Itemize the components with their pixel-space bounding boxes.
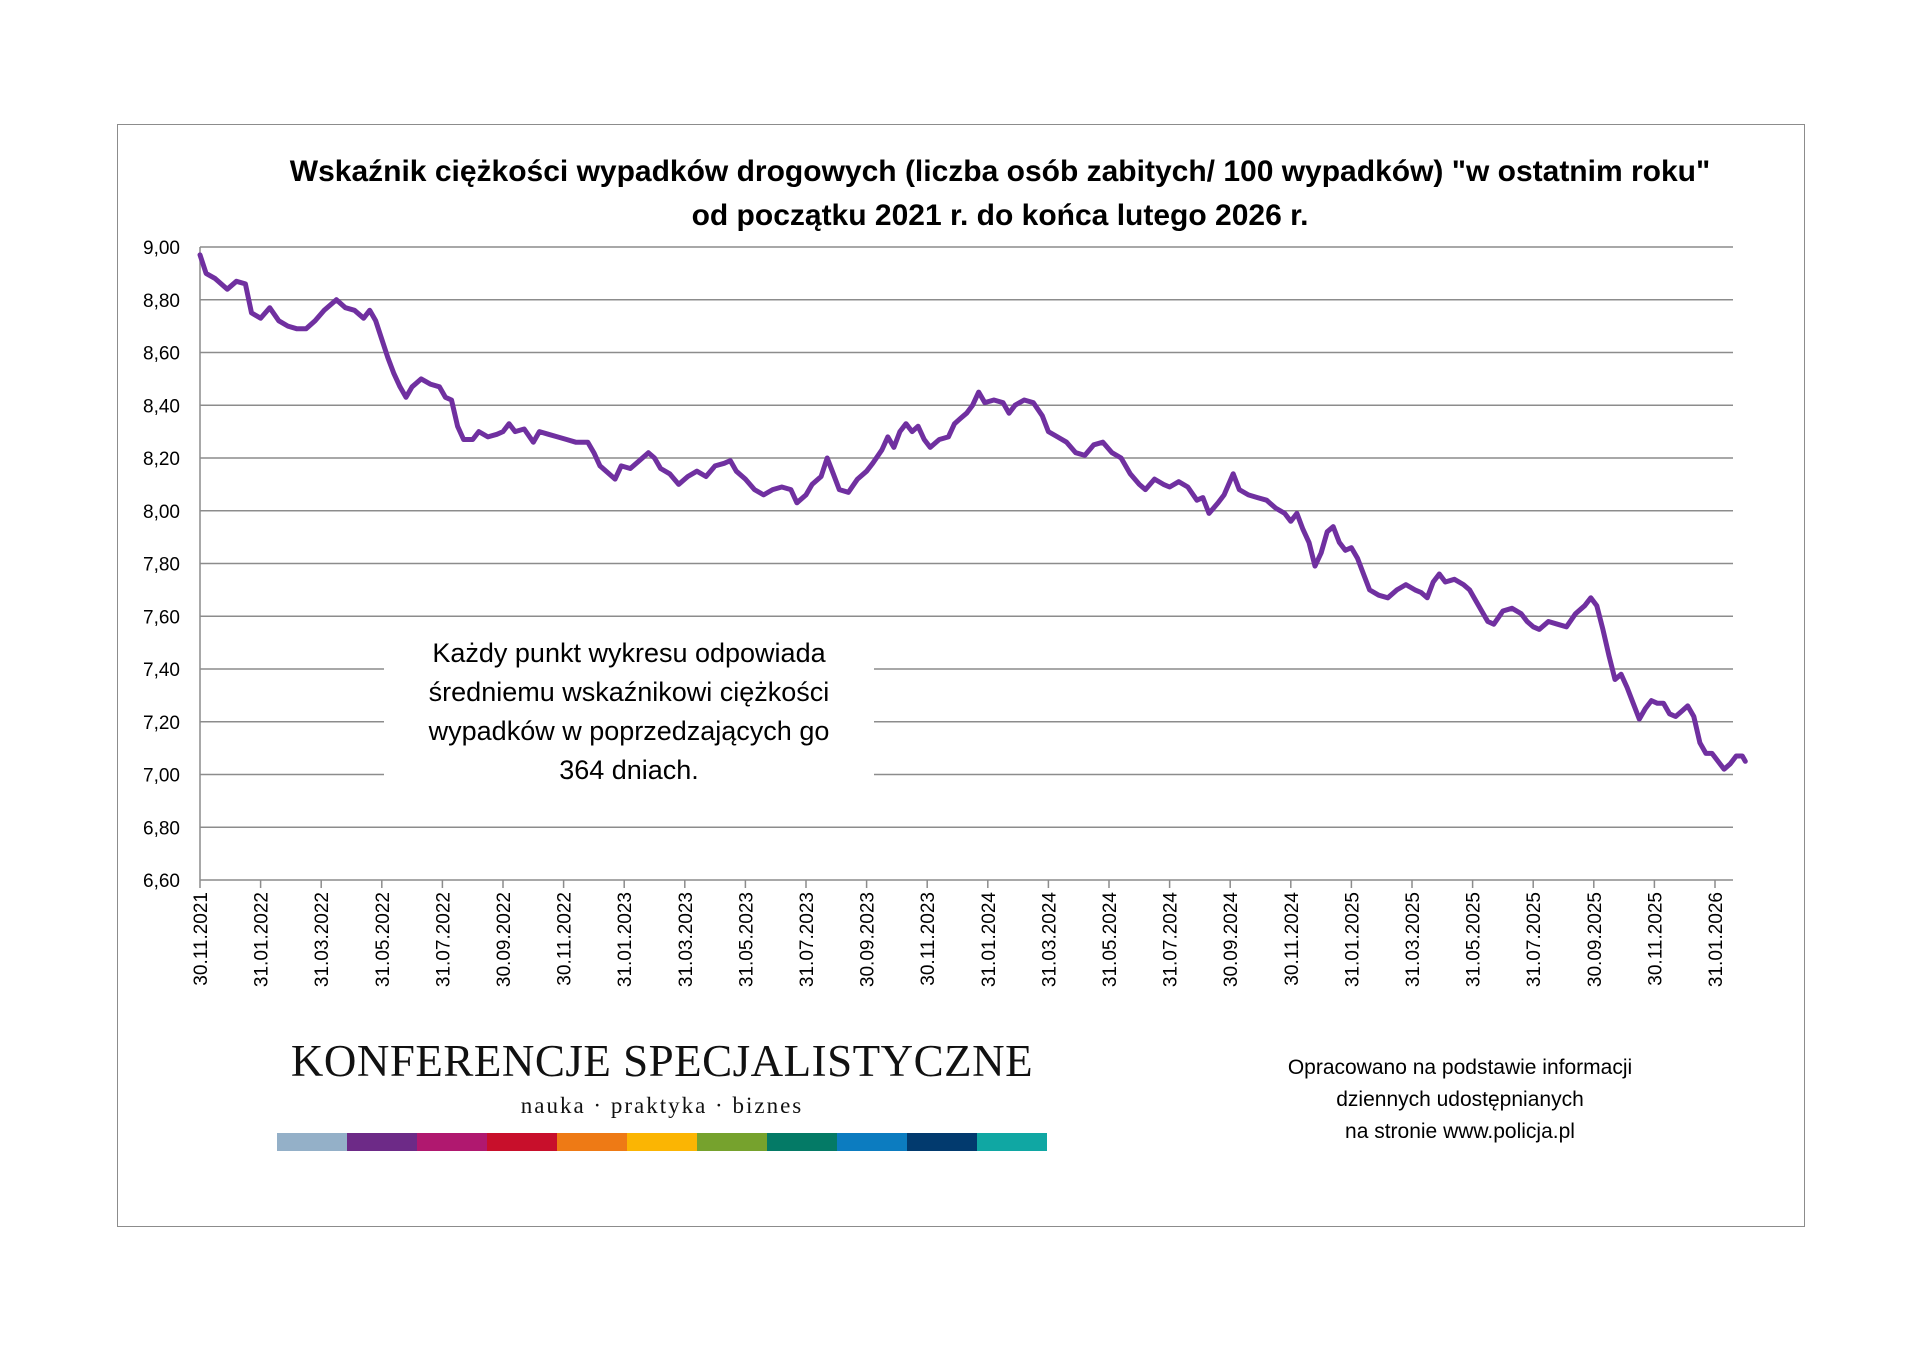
x-tick-label: 30.11.2023 [918, 892, 939, 986]
x-tick-label: 30.11.2021 [191, 892, 212, 986]
logo-stripe-segment [697, 1133, 767, 1151]
logo-stripe-segment [557, 1133, 627, 1151]
x-tick-label: 31.01.2022 [252, 892, 273, 987]
x-axis-tick-labels: 30.11.2021 31.01.2022 31.03.2022 31.05.2022… [191, 892, 1727, 988]
source-note-line-1: Opracowano na podstawie informacji [1287, 1056, 1633, 1079]
annotation-line-4: 364 dniach. [559, 755, 699, 785]
y-tick-label: 8,20 [143, 449, 180, 470]
x-tick-label: 31.01.2023 [615, 892, 636, 987]
chart-title-line-2: od początku 2021 r. do końca lutego 2026… [691, 199, 1309, 232]
series-layer [197, 252, 1748, 772]
annotation-line-3: wypadków w poprzedzających go [428, 716, 830, 746]
chart-frame [117, 124, 1805, 1227]
y-tick-label: 7,60 [143, 607, 180, 628]
chart-title: Wskaźnik ciężkości wypadków drogowych (l… [180, 150, 1820, 238]
logo: KONFERENCJE SPECJALISTYCZNE nauka · prak… [277, 1035, 1047, 1151]
logo-title: KONFERENCJE SPECJALISTYCZNE [290, 1036, 1034, 1086]
y-tick-label: 6,80 [143, 818, 180, 839]
x-tick-label: 31.01.2025 [1342, 892, 1363, 987]
gridlines [200, 246, 1733, 828]
x-tick-label: 30.11.2022 [555, 892, 576, 986]
y-axis-tick-labels: 9,00 8,80 8,60 8,40 8,20 8,00 7,80 7,60 7,40 7,20… [143, 238, 180, 892]
source-note-line-2: dziennych udostępnianych [1336, 1088, 1584, 1111]
x-tick-label: 30.11.2025 [1645, 892, 1666, 986]
y-tick-label: 6,60 [143, 871, 180, 892]
chart-annotation: Każdy punkt wykresu odpowiada średniemu … [384, 632, 874, 792]
y-tick-label: 7,00 [143, 766, 180, 787]
x-tick-label: 31.03.2025 [1403, 892, 1424, 987]
logo-stripe-segment [627, 1133, 697, 1151]
axes [199, 247, 1733, 888]
x-tick-label: 31.05.2024 [1100, 892, 1121, 988]
source-note: Opracowano na podstawie informacji dzien… [1230, 1052, 1690, 1148]
y-tick-label: 8,60 [143, 344, 180, 365]
logo-stripe-segment [347, 1133, 417, 1151]
x-tick-label: 30.09.2025 [1585, 892, 1606, 987]
x-tick-label: 31.01.2026 [1706, 892, 1727, 987]
x-tick-label: 30.09.2022 [494, 892, 515, 987]
x-tick-label: 31.07.2024 [1161, 892, 1182, 988]
logo-stripe-segment [767, 1133, 837, 1151]
chart-title-line-1: Wskaźnik ciężkości wypadków drogowych (l… [289, 155, 1711, 188]
y-tick-label: 9,00 [143, 238, 180, 259]
x-tick-label: 31.05.2023 [736, 892, 757, 987]
x-tick-label: 31.03.2023 [676, 892, 697, 987]
y-tick-label: 8,00 [143, 502, 180, 523]
annotation-line-2: średniemu wskaźnikowi ciężkości [428, 677, 830, 707]
x-tick-label: 31.07.2022 [433, 892, 454, 987]
series-line [197, 252, 1748, 772]
y-tick-label: 7,20 [143, 713, 180, 734]
y-tick-label: 7,40 [143, 660, 180, 681]
x-tick-label: 30.09.2023 [858, 892, 879, 987]
logo-stripe-segment [837, 1133, 907, 1151]
logo-stripe-segment [977, 1133, 1047, 1151]
y-tick-label: 8,80 [143, 291, 180, 312]
x-tick-label: 31.07.2023 [797, 892, 818, 987]
logo-stripe-segment [487, 1133, 557, 1151]
y-tick-label: 8,40 [143, 396, 180, 417]
x-tick-label: 31.05.2022 [373, 892, 394, 987]
logo-stripe-segment [277, 1133, 347, 1151]
x-tick-label: 30.11.2024 [1282, 892, 1303, 986]
x-tick-label: 31.03.2024 [1039, 892, 1060, 988]
x-tick-label: 31.07.2025 [1524, 892, 1545, 987]
source-note-line-3: na stronie www.policja.pl [1345, 1120, 1575, 1143]
x-tick-label: 31.03.2022 [312, 892, 333, 987]
logo-stripe-segment [417, 1133, 487, 1151]
logo-tagline: nauka · praktyka · biznes [520, 1093, 804, 1118]
x-tick-label: 31.05.2025 [1464, 892, 1485, 987]
logo-color-stripe [277, 1133, 1047, 1151]
logo-stripe-segment [907, 1133, 977, 1151]
annotation-line-1: Każdy punkt wykresu odpowiada [432, 638, 826, 668]
y-tick-label: 7,80 [143, 555, 180, 576]
x-tick-label: 30.09.2024 [1221, 892, 1242, 988]
x-tick-label: 31.01.2024 [979, 892, 1000, 988]
